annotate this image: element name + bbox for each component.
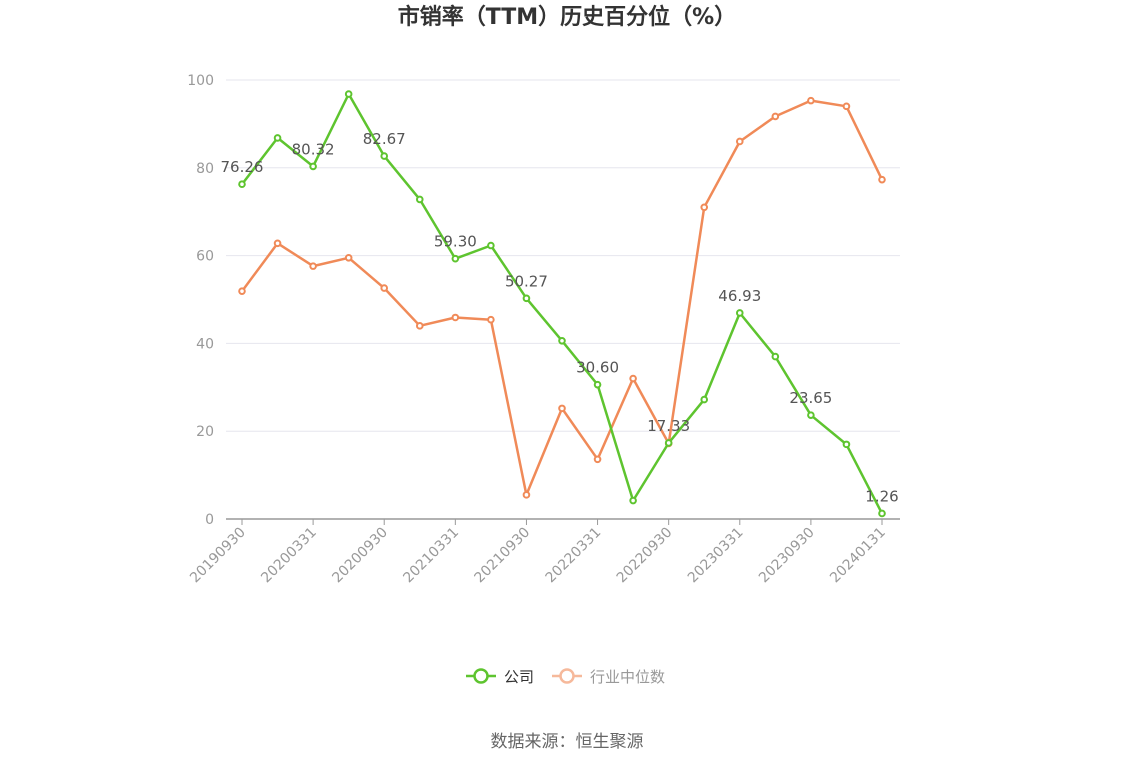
legend-marker xyxy=(473,668,489,684)
data-point[interactable] xyxy=(878,175,886,184)
data-point[interactable] xyxy=(842,440,851,449)
chart-title: 市销率（TTM）历史百分位（%） xyxy=(398,4,736,30)
data-point[interactable] xyxy=(629,496,637,505)
data-point[interactable] xyxy=(558,336,566,345)
legend-label: 公司 xyxy=(504,668,534,686)
legend-label: 行业中位数 xyxy=(590,668,665,686)
data-label: 59.30 xyxy=(434,233,477,251)
legend[interactable]: 公司 行业中位数 xyxy=(466,668,665,686)
x-tick-label: 20210331 xyxy=(400,525,462,587)
data-point[interactable] xyxy=(522,294,531,303)
data-point[interactable] xyxy=(700,203,709,212)
series-line xyxy=(240,99,884,497)
x-tick-label: 20190930 xyxy=(187,525,249,587)
data-point[interactable] xyxy=(380,284,389,292)
data-point[interactable] xyxy=(771,112,780,121)
y-tick-label: 20 xyxy=(196,424,214,440)
x-tick-label: 20200331 xyxy=(258,525,320,587)
series-lines xyxy=(238,90,886,518)
data-point[interactable] xyxy=(344,253,353,262)
series-company xyxy=(238,90,886,518)
legend-marker xyxy=(559,668,575,684)
grid xyxy=(226,79,900,432)
data-point[interactable] xyxy=(415,195,424,204)
data-label: 23.65 xyxy=(789,389,832,407)
data-point[interactable] xyxy=(451,254,460,263)
data-point[interactable] xyxy=(593,380,602,389)
y-tick-label: 0 xyxy=(205,512,214,528)
data-point[interactable] xyxy=(415,322,424,330)
y-tick-label: 100 xyxy=(187,73,214,89)
data-point[interactable] xyxy=(522,491,531,499)
data-label: 30.60 xyxy=(576,359,619,377)
x-tick-label: 20230930 xyxy=(756,525,818,587)
data-label: 82.67 xyxy=(363,130,406,148)
data-point[interactable] xyxy=(842,102,851,111)
data-labels: 76.26 80.32 82.67 59.30 50.27 30.60 17.33 46.93… xyxy=(221,130,899,505)
series-line xyxy=(240,92,884,515)
data-point[interactable] xyxy=(807,411,815,419)
data-point[interactable] xyxy=(700,395,709,404)
legend-item-company[interactable]: 公司 xyxy=(466,668,534,686)
series-industry-median xyxy=(238,96,886,499)
data-point[interactable] xyxy=(593,455,602,464)
data-label: 76.26 xyxy=(221,158,264,176)
data-point[interactable] xyxy=(487,315,495,324)
data-point[interactable] xyxy=(238,180,246,189)
data-point[interactable] xyxy=(487,241,495,250)
y-tick-label: 60 xyxy=(196,249,214,265)
data-label: 46.93 xyxy=(718,287,761,305)
data-point[interactable] xyxy=(771,352,780,361)
data-point[interactable] xyxy=(451,313,460,322)
data-point[interactable] xyxy=(273,134,282,142)
data-point[interactable] xyxy=(238,287,246,295)
data-point[interactable] xyxy=(735,309,744,317)
data-point[interactable] xyxy=(735,137,744,146)
data-point[interactable] xyxy=(629,374,637,383)
data-label: 80.32 xyxy=(292,140,335,158)
data-label: 50.27 xyxy=(505,272,548,290)
x-tick-label: 20220331 xyxy=(543,525,605,587)
x-tick-label: 20210930 xyxy=(472,525,534,587)
data-point[interactable] xyxy=(309,262,317,270)
legend-item-industry-median[interactable]: 行业中位数 xyxy=(552,668,665,686)
data-point[interactable] xyxy=(344,90,353,98)
x-tick-label: 20230331 xyxy=(685,525,747,587)
data-point[interactable] xyxy=(878,509,886,518)
source-note: 数据来源：恒生聚源 xyxy=(491,732,644,752)
data-label: 17.33 xyxy=(647,417,690,435)
x-tick-label: 20240131 xyxy=(827,525,889,587)
data-point[interactable] xyxy=(309,162,317,171)
x-tick-label: 20220930 xyxy=(614,525,676,587)
x-tick-label: 20200930 xyxy=(329,525,391,587)
data-point[interactable] xyxy=(558,404,566,413)
data-point[interactable] xyxy=(273,239,282,248)
y-tick-label: 40 xyxy=(196,336,214,352)
data-point[interactable] xyxy=(380,152,389,160)
data-point[interactable] xyxy=(807,96,815,105)
y-tick-label: 80 xyxy=(196,161,214,177)
data-point[interactable] xyxy=(664,439,673,447)
data-label: 1.26 xyxy=(865,487,898,505)
